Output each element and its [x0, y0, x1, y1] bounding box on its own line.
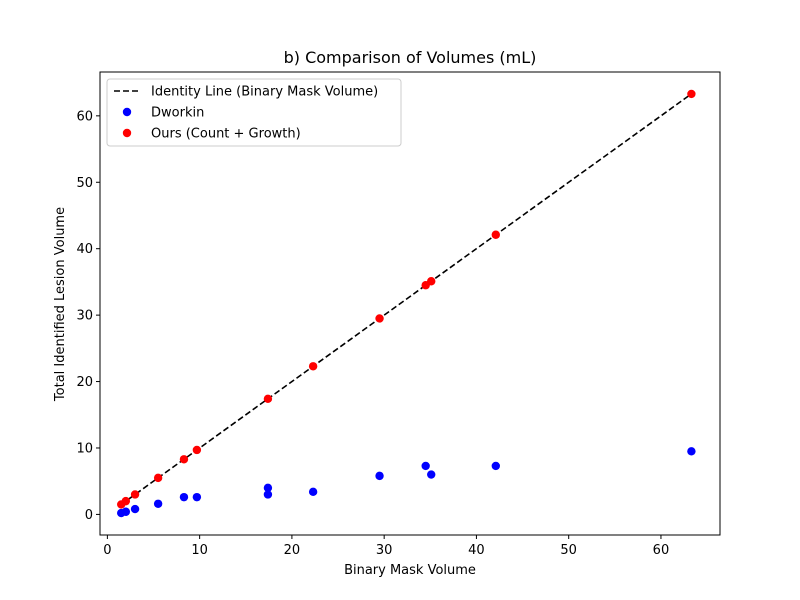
point-dworkin: [263, 483, 273, 493]
point-ours: [687, 89, 696, 99]
y-tick-label: 50: [76, 176, 93, 191]
legend-swatch: [122, 107, 132, 117]
x-tick-label: 40: [468, 543, 485, 558]
point-dworkin: [192, 492, 202, 502]
y-tick-label: 20: [76, 375, 93, 390]
x-tick-label: 20: [284, 543, 301, 558]
point-ours: [263, 394, 273, 404]
chart-title: b) Comparison of Volumes (mL): [284, 48, 537, 67]
legend-box: [106, 78, 402, 147]
point-dworkin: [121, 507, 131, 516]
point-ours: [308, 362, 318, 371]
x-tick-label: 0: [103, 543, 111, 558]
legend-swatch: [122, 128, 132, 138]
x-axis-label: Binary Mask Volume: [344, 563, 476, 578]
point-ours: [491, 230, 500, 239]
point-dworkin: [179, 492, 189, 502]
point-dworkin: [375, 471, 384, 481]
point-dworkin: [130, 504, 140, 514]
y-tick-label: 10: [76, 441, 93, 456]
y-tick-label: 40: [76, 242, 93, 257]
x-tick-label: 60: [653, 543, 670, 558]
point-ours: [179, 455, 189, 464]
point-dworkin: [421, 461, 430, 471]
point-ours: [130, 490, 140, 499]
legend-entry-label: Identity Line (Binary Mask Volume): [151, 85, 378, 100]
point-dworkin: [491, 461, 500, 471]
point-ours: [121, 496, 131, 506]
legend-entry-label: Ours (Count + Growth): [151, 127, 301, 142]
x-tick-label: 30: [376, 543, 393, 558]
point-dworkin: [153, 499, 163, 508]
point-dworkin: [308, 487, 318, 497]
point-ours: [192, 445, 202, 455]
x-tick-label: 50: [560, 543, 577, 558]
point-ours: [375, 314, 384, 323]
point-dworkin: [687, 447, 696, 456]
y-axis-label: Total Identified Lesion Volume: [53, 207, 68, 402]
data-marks: [117, 89, 696, 518]
plot-area: [99, 71, 721, 536]
y-tick-label: 30: [76, 309, 93, 324]
y-axis: 0 10 20 30 40 50 60: [76, 109, 100, 523]
point-ours: [427, 277, 436, 286]
legend: Identity Line (Binary Mask Volume) Dworki…: [106, 78, 402, 147]
y-tick-label: 60: [76, 109, 93, 124]
legend-entry-label: Dworkin: [151, 106, 204, 121]
x-axis: 0 10 20 30 40 50 60: [103, 535, 669, 558]
x-tick-label: 10: [191, 543, 208, 558]
point-ours: [153, 473, 163, 483]
point-dworkin: [263, 490, 273, 499]
point-dworkin: [427, 470, 436, 479]
axes-frame: [99, 71, 721, 536]
y-tick-label: 0: [85, 508, 93, 523]
